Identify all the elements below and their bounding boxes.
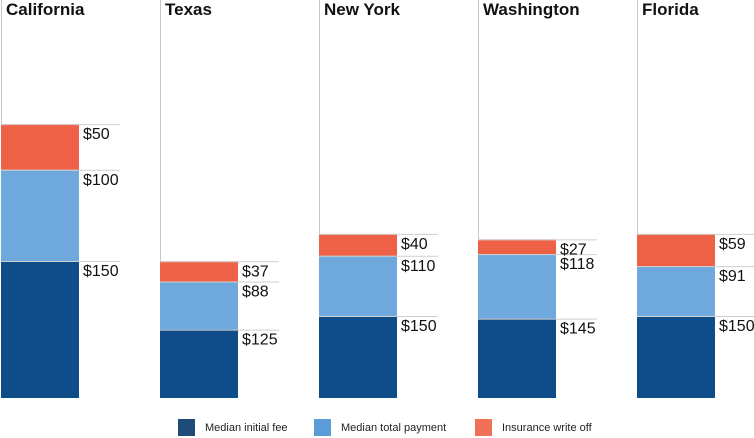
bar-segment <box>637 266 715 316</box>
data-label: $100 <box>83 172 119 189</box>
data-label: $150 <box>401 318 437 335</box>
bar-segment <box>319 315 397 398</box>
bar-segment <box>319 233 397 256</box>
legend-label: Median initial fee <box>205 421 288 434</box>
panel-title: Washington <box>483 0 580 19</box>
data-label: $91 <box>719 268 746 285</box>
bar-segment <box>160 281 238 330</box>
legend-item-total-payment: Median total payment <box>314 419 446 436</box>
panel-title: Florida <box>642 0 699 19</box>
bar-segment <box>319 255 397 316</box>
legend-item-initial-fee: Median initial fee <box>178 419 288 436</box>
bar-segment <box>160 261 238 282</box>
data-label: $37 <box>242 263 269 280</box>
data-label: $110 <box>401 258 436 275</box>
stacked-bar-chart: $150 $100 $50 California $125 $88 $37 Texas $150… <box>1 0 754 398</box>
data-label: $145 <box>560 321 596 338</box>
bar-segment <box>478 318 556 398</box>
bar-segment <box>637 315 715 398</box>
bar-segment <box>478 254 556 319</box>
data-label: $125 <box>242 332 278 349</box>
data-label: $27 <box>560 241 587 258</box>
bar-segment <box>1 124 79 170</box>
data-label: $150 <box>719 318 754 335</box>
bar-segment <box>1 169 79 262</box>
panel-title: Texas <box>165 0 212 19</box>
data-label: $88 <box>242 283 269 300</box>
legend: Median initial fee Median total payment … <box>0 419 754 437</box>
bar-segment <box>1 261 79 398</box>
legend-label: Insurance write off <box>502 421 592 434</box>
data-label: $50 <box>83 126 110 143</box>
legend-label: Median total payment <box>341 421 447 434</box>
bar-segment <box>478 239 556 255</box>
data-label: $150 <box>83 263 119 280</box>
bar-segment <box>160 329 238 398</box>
data-label: $118 <box>560 256 595 273</box>
panel-title: New York <box>324 0 400 19</box>
legend-swatch <box>475 419 492 436</box>
panel-title: California <box>6 0 85 19</box>
legend-swatch <box>314 419 331 436</box>
bar-segment <box>637 233 715 267</box>
legend-item-write-off: Insurance write off <box>475 419 592 436</box>
data-label: $40 <box>401 236 428 253</box>
legend-swatch <box>178 419 195 436</box>
data-label: $59 <box>719 236 746 253</box>
